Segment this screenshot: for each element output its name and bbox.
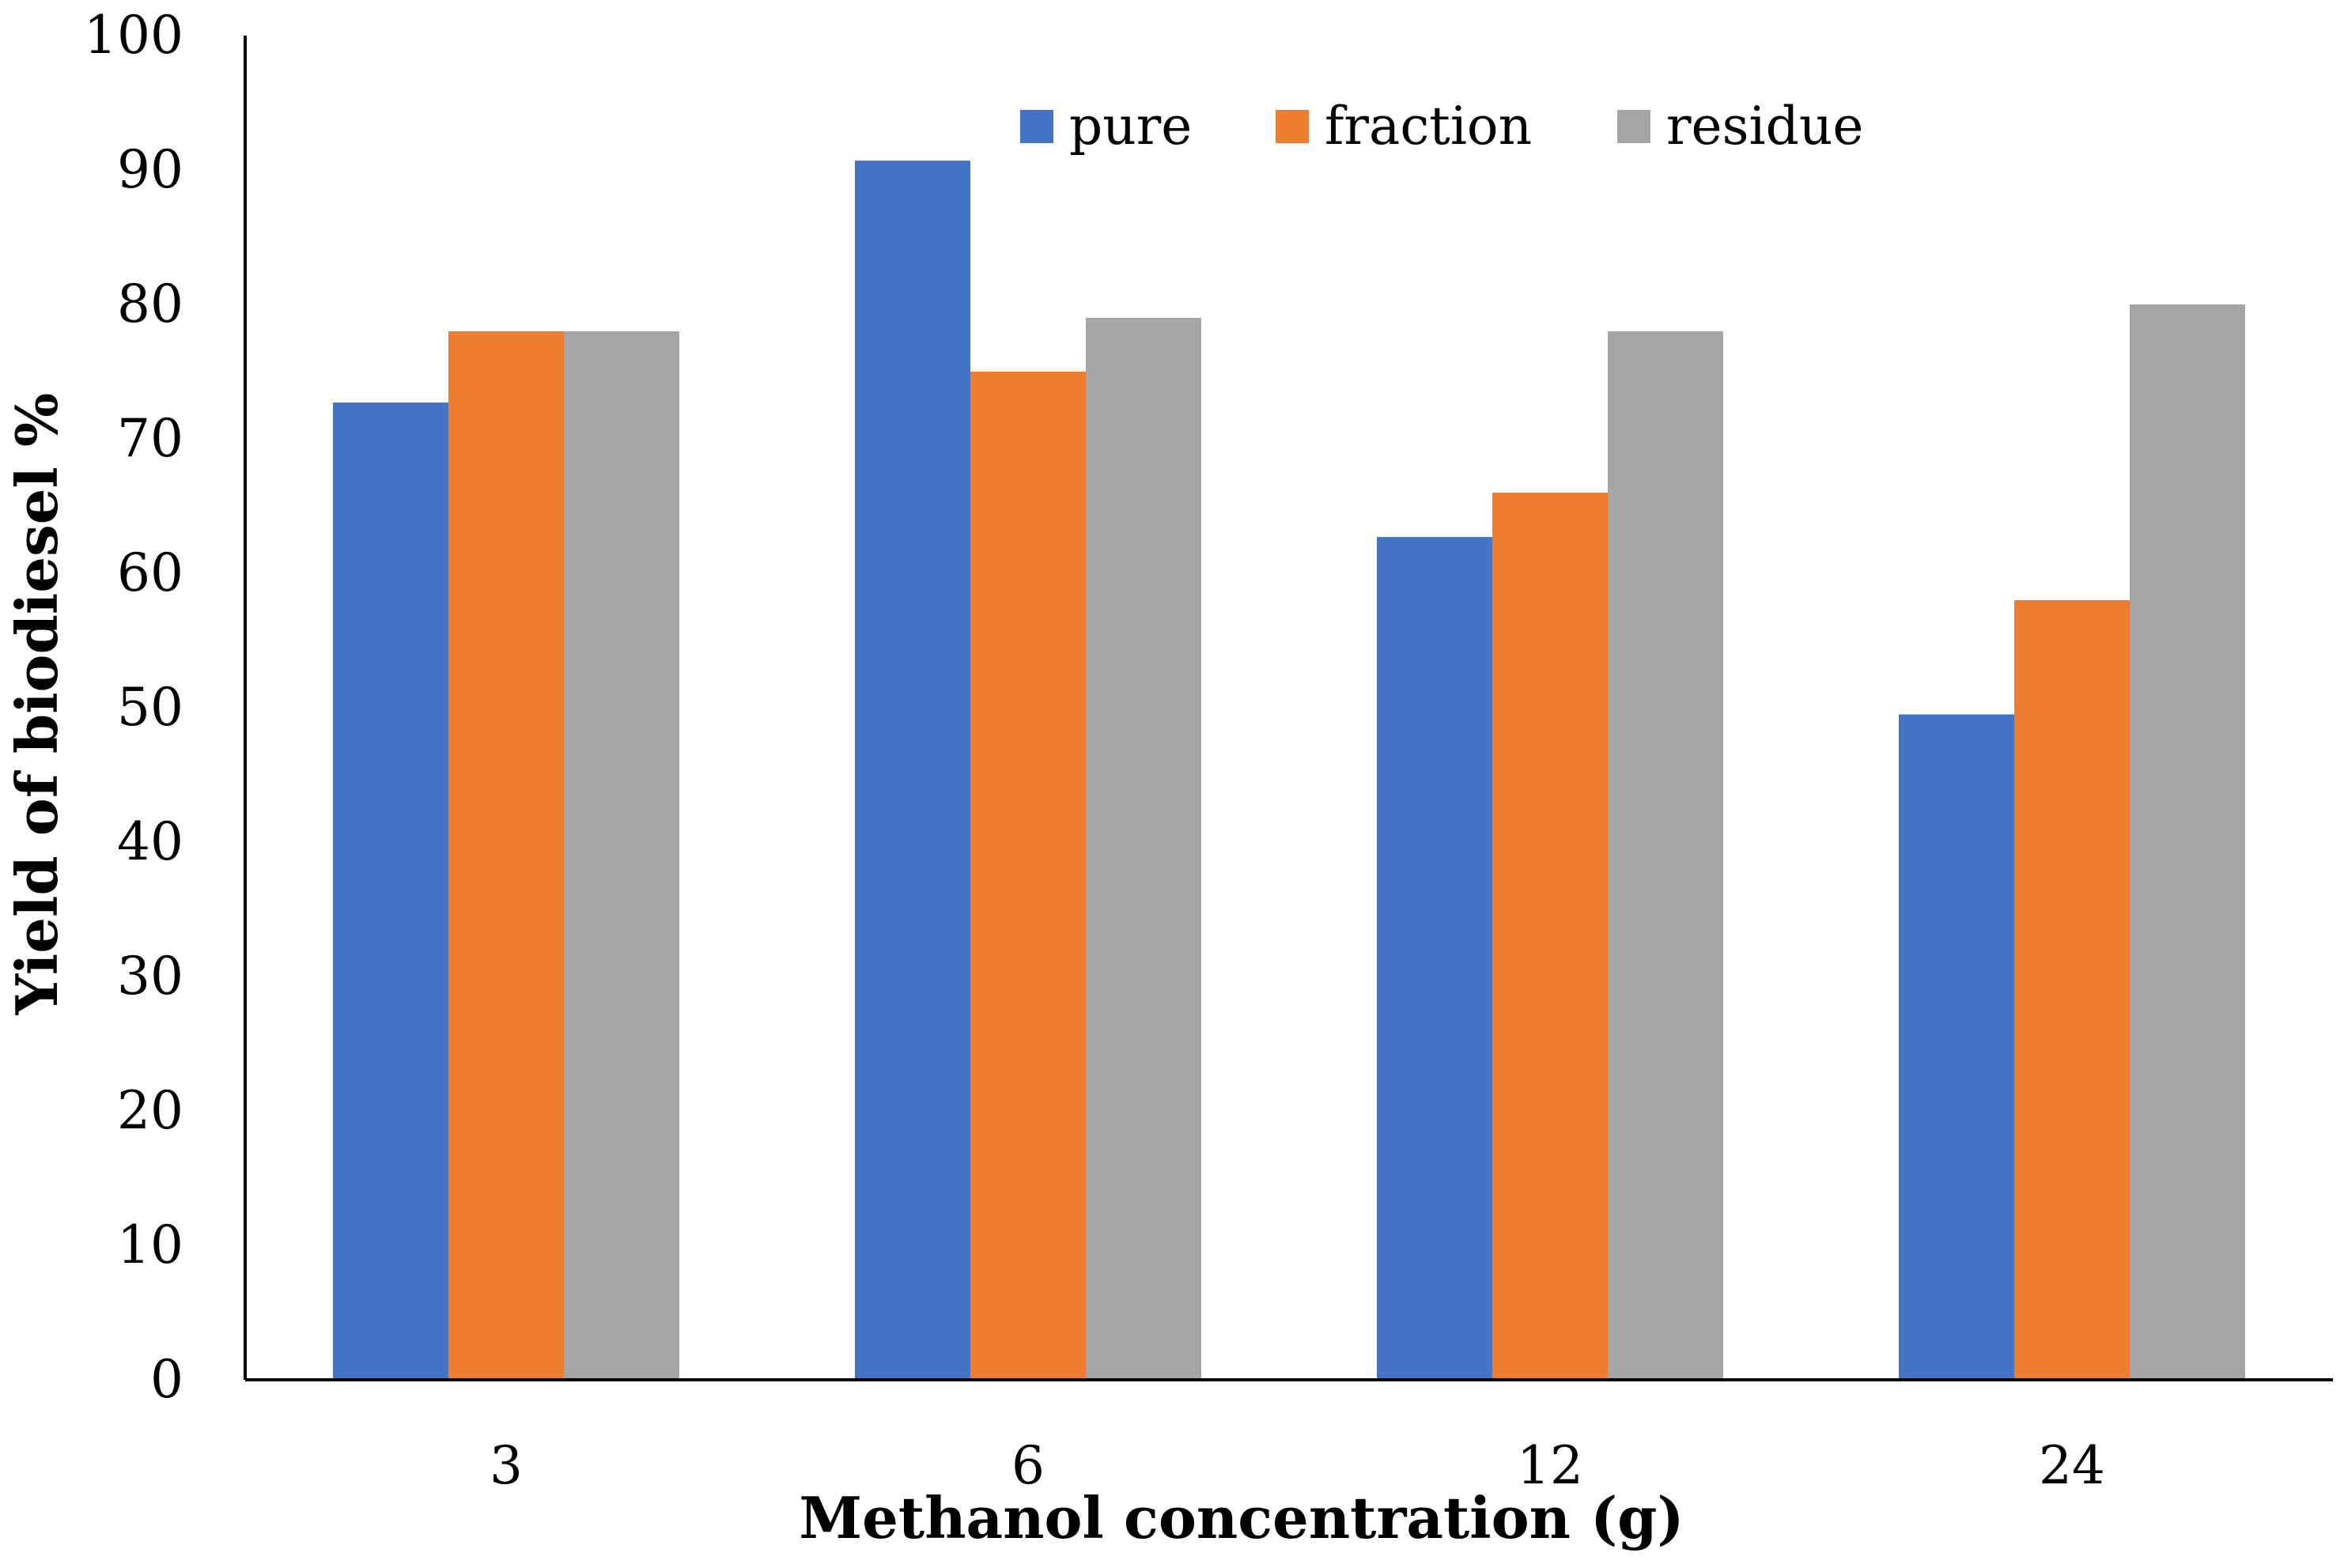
bar-fraction-3 (448, 331, 564, 1380)
y-axis-ticks: 0 10 20 30 40 50 60 70 80 90 100 (84, 5, 183, 1410)
legend-item-pure: pure (1020, 96, 1192, 157)
y-tick-label: 10 (117, 1215, 183, 1275)
y-tick-label: 20 (117, 1080, 183, 1141)
bar-fraction-6 (970, 372, 1086, 1380)
bar-pure-12 (1377, 537, 1492, 1380)
legend-label-pure: pure (1069, 96, 1192, 157)
bar-fraction-12 (1492, 493, 1608, 1380)
y-axis-title: Yield of biodiesel % (3, 393, 70, 1016)
y-tick-label: 70 (117, 408, 183, 469)
bar-pure-3 (333, 402, 448, 1381)
y-tick-label: 80 (117, 274, 183, 334)
bar-fraction-24 (2014, 600, 2130, 1380)
bar-pure-6 (855, 161, 970, 1381)
x-axis-title: Methanol concentration (g) (799, 1484, 1684, 1551)
bar-residue-3 (564, 331, 679, 1380)
legend: pure fraction residue (1020, 96, 1863, 157)
bar-residue-24 (2130, 304, 2245, 1380)
legend-item-residue: residue (1617, 96, 1863, 157)
bars-group (333, 161, 2245, 1381)
y-tick-label: 40 (117, 811, 183, 872)
x-tick-label: 6 (1011, 1435, 1045, 1496)
y-tick-label: 30 (117, 946, 183, 1007)
x-tick-label: 12 (1517, 1435, 1583, 1496)
bar-residue-6 (1086, 318, 1201, 1380)
legend-swatch-pure (1020, 110, 1053, 143)
y-tick-label: 90 (117, 139, 183, 200)
legend-item-fraction: fraction (1276, 96, 1532, 157)
legend-label-fraction: fraction (1325, 96, 1532, 157)
legend-label-residue: residue (1666, 96, 1863, 157)
bar-residue-12 (1608, 331, 1723, 1380)
bar-pure-24 (1899, 714, 2014, 1380)
legend-swatch-fraction (1276, 110, 1309, 143)
y-tick-label: 60 (117, 542, 183, 603)
x-tick-label: 24 (2039, 1435, 2105, 1496)
y-tick-label: 100 (84, 5, 183, 66)
x-tick-label: 3 (490, 1435, 523, 1496)
legend-swatch-residue (1617, 110, 1650, 143)
y-tick-label: 0 (150, 1349, 183, 1410)
y-tick-label: 50 (117, 677, 183, 738)
x-axis-ticks: 3 6 12 24 (490, 1435, 2105, 1496)
